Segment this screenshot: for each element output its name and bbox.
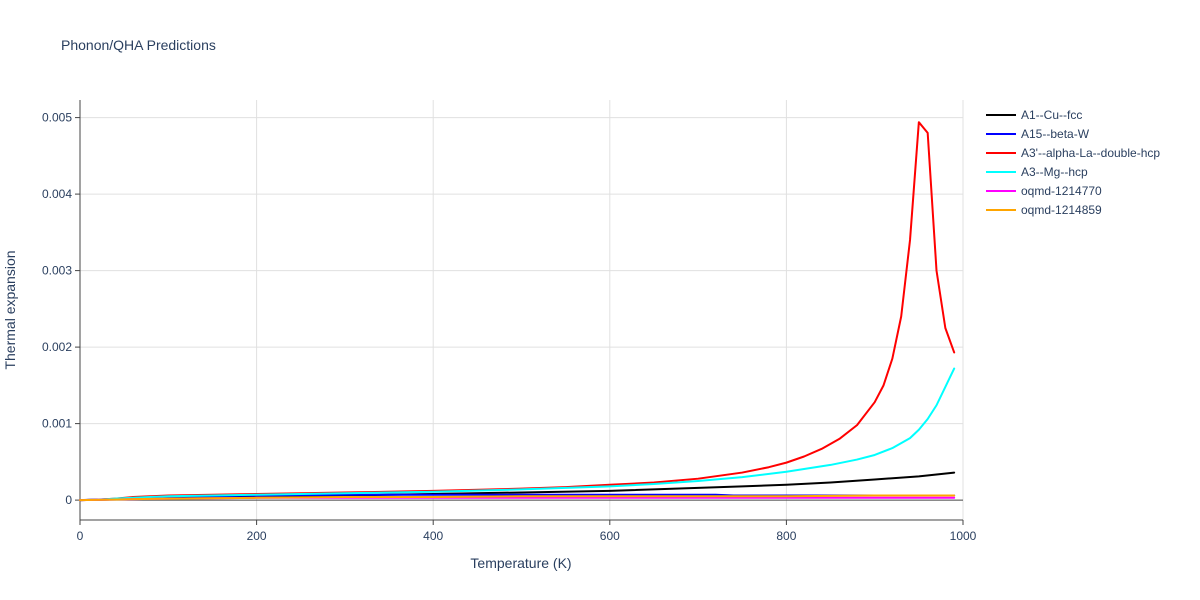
x-tick-label: 400 xyxy=(423,529,443,543)
y-tick-label: 0 xyxy=(65,493,72,507)
legend-item[interactable]: A3--Mg--hcp xyxy=(986,165,1088,179)
legend-item[interactable]: oqmd-1214859 xyxy=(986,203,1102,217)
x-tick-label: 0 xyxy=(77,529,84,543)
legend-label: A1--Cu--fcc xyxy=(1021,108,1082,122)
legend-item[interactable]: A15--beta-W xyxy=(986,127,1090,141)
x-axis-title: Temperature (K) xyxy=(470,555,571,571)
y-tick-label: 0.002 xyxy=(42,340,72,354)
y-tick-label: 0.001 xyxy=(42,417,72,431)
legend-label: A15--beta-W xyxy=(1021,127,1090,141)
legend: A1--Cu--fcc A15--beta-W A3'--alpha-La--dou… xyxy=(986,108,1160,217)
series-line-3 xyxy=(79,121,956,502)
series-layer xyxy=(79,121,956,502)
legend-item[interactable]: A1--Cu--fcc xyxy=(986,108,1082,122)
y-tick-label: 0.003 xyxy=(42,264,72,278)
legend-label: A3--Mg--hcp xyxy=(1021,165,1088,179)
x-tick-label: 600 xyxy=(600,529,620,543)
legend-item[interactable]: A3'--alpha-La--double-hcp xyxy=(986,146,1160,160)
legend-label: oqmd-1214859 xyxy=(1021,203,1102,217)
grid xyxy=(80,100,964,520)
tick-labels: 0 200 400 600 800 1000 0 0.001 0.002 0.003 0.004 0.… xyxy=(42,111,977,543)
legend-label: oqmd-1214770 xyxy=(1021,184,1102,198)
legend-label: A3'--alpha-La--double-hcp xyxy=(1021,146,1160,160)
y-axis-title: Thermal expansion xyxy=(2,250,18,369)
y-tick-label: 0.005 xyxy=(42,111,72,125)
x-tick-label: 1000 xyxy=(950,529,977,543)
series-line-4 xyxy=(79,367,956,502)
x-tick-label: 800 xyxy=(776,529,796,543)
y-tick-label: 0.004 xyxy=(42,187,72,201)
chart-title: Phonon/QHA Predictions xyxy=(61,37,216,53)
legend-item[interactable]: oqmd-1214770 xyxy=(986,184,1102,198)
x-tick-label: 200 xyxy=(247,529,267,543)
series-line-6 xyxy=(79,494,956,502)
axes xyxy=(75,100,964,525)
